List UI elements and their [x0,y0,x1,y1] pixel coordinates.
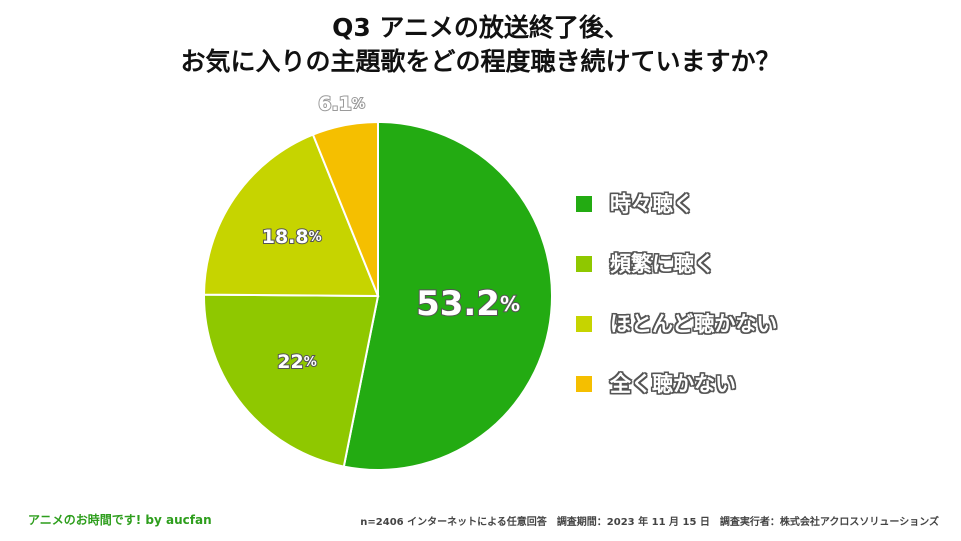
footer-period: 調査期間：2023 年 11 月 15 日 [556,517,710,528]
slice-data-label: 6.1% [318,93,365,115]
footer-sample: n=2406 インターネットによる任意回答 [360,517,547,528]
legend-swatch [576,316,592,332]
legend-label: 時々聴く [610,192,694,216]
pie-slice [311,120,379,297]
slice-data-label: 22% [277,350,316,372]
legend-label: 頻繁に聴く [610,252,715,276]
slice-data-label: 53.2% [416,283,520,323]
legend-swatch [576,376,592,392]
chart-title-line-1: Q3 アニメの放送終了後、 [332,13,629,42]
chart-title-line-2: お気に入りの主題歌をどの程度聴き続けていますか？ [180,47,781,76]
pie-slice [203,293,380,468]
footer-executor: 調査実行者：株式会社アクロスソリューションズ [719,517,939,528]
pie-slice [202,133,380,298]
legend-label: 全く聴かない [610,372,736,396]
legend-label: ほとんど聴かない [610,312,778,336]
footer-brand: アニメのお時間です! by aucfan [28,513,212,527]
legend-swatch [576,196,592,212]
legend-swatch [576,256,592,272]
pie-slice [342,120,553,471]
slice-data-label: 18.8% [262,226,322,248]
footer-survey-info: n=2406 インターネットによる任意回答 調査期間：2023 年 11 月 15… [350,513,939,528]
